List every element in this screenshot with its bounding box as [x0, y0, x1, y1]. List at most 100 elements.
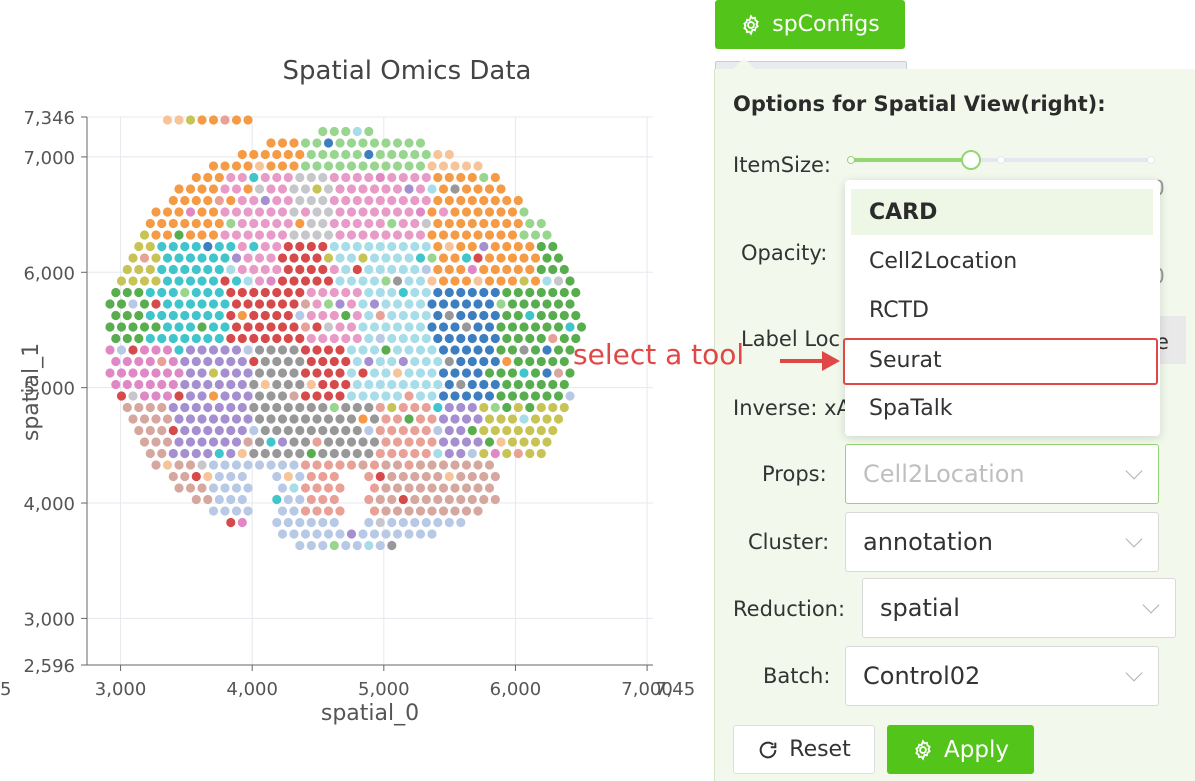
reduction-select[interactable]: spatial [862, 578, 1176, 638]
spot-point [277, 230, 288, 240]
spot-point [421, 471, 431, 482]
spot-point [490, 379, 500, 390]
spot-point [254, 345, 265, 355]
spot-point [404, 230, 414, 240]
spot-point [329, 448, 339, 459]
spot-point [226, 241, 236, 252]
spot-point [387, 264, 397, 275]
spot-point [438, 368, 449, 378]
slider-stop [1147, 156, 1155, 164]
spot-point [231, 368, 242, 378]
spot-point [323, 368, 334, 378]
spot-point [283, 149, 293, 160]
dropdown-item-spatalk[interactable]: SpaTalk [869, 395, 953, 421]
spot-point [277, 184, 288, 194]
spot-point [542, 322, 552, 332]
spot-point [369, 253, 380, 263]
spot-point [191, 310, 201, 321]
spot-point [398, 310, 408, 321]
spot-point [381, 391, 391, 401]
spot-point [548, 379, 558, 390]
spot-point [157, 287, 167, 298]
spot-point [243, 299, 253, 309]
label-location-control[interactable] [1160, 316, 1186, 364]
spot-point [369, 207, 380, 217]
spot-point [254, 253, 265, 263]
spot-point [398, 264, 408, 275]
spot-point [381, 322, 391, 332]
spot-point [249, 402, 259, 413]
spot-point [392, 253, 403, 263]
batch-select[interactable]: Control02 [845, 646, 1159, 706]
spot-point [490, 448, 500, 459]
spot-point [421, 448, 431, 459]
spot-point [525, 287, 535, 298]
spot-point [479, 356, 489, 367]
dropdown-item-rctd[interactable]: RCTD [869, 297, 929, 323]
spot-point [226, 425, 236, 436]
spot-point [306, 471, 316, 482]
spot-point [427, 529, 437, 539]
spot-point [352, 356, 362, 367]
spot-point [553, 391, 564, 401]
spot-point [191, 172, 201, 183]
dropdown-item-cell2location[interactable]: Cell2Location [869, 248, 1018, 274]
spot-point [260, 218, 270, 229]
dropdown-item-seurat[interactable]: Seurat [869, 347, 942, 373]
cluster-select[interactable]: annotation [845, 512, 1159, 572]
spot-point [289, 276, 299, 286]
spot-point [427, 253, 437, 263]
spot-point [335, 483, 345, 493]
spot-point [364, 126, 374, 137]
spot-point [318, 218, 328, 229]
spot-point [208, 161, 219, 171]
apply-button[interactable]: Apply [887, 725, 1034, 774]
spot-point [415, 391, 426, 401]
spot-point [387, 379, 397, 390]
spot-point [536, 448, 546, 459]
spot-point [335, 345, 345, 355]
spot-point [323, 230, 334, 240]
spot-point [335, 460, 345, 470]
item-size-slider-handle[interactable] [961, 150, 981, 170]
spot-point [312, 276, 322, 286]
spot-point [404, 276, 414, 286]
spconfigs-button[interactable]: spConfigs [715, 0, 905, 49]
spot-point [185, 368, 196, 378]
spot-point [375, 218, 385, 229]
spot-point [283, 356, 293, 367]
spot-point [151, 460, 161, 470]
spot-point [289, 368, 299, 378]
props-select[interactable]: Cell2Location [845, 444, 1159, 504]
spot-point [473, 483, 483, 493]
spot-point [364, 448, 374, 459]
spot-point [456, 471, 466, 482]
spot-point [162, 230, 173, 240]
dropdown-item-card[interactable]: CARD [851, 189, 1153, 235]
spot-point [329, 333, 339, 344]
reset-button[interactable]: Reset [733, 725, 875, 774]
spot-point [473, 276, 483, 286]
spot-point [548, 264, 558, 275]
spot-point [364, 195, 374, 206]
spot-point [162, 368, 173, 378]
spot-point [502, 218, 512, 229]
spot-point [162, 299, 173, 309]
spot-point [461, 184, 472, 194]
spot-point [433, 218, 443, 229]
spot-point [151, 230, 161, 240]
spot-point [231, 161, 242, 171]
spot-point [358, 391, 368, 401]
x-tick-label: 5,000 [358, 679, 410, 700]
spot-point [467, 333, 477, 344]
spot-point [479, 195, 489, 206]
spot-point [168, 310, 178, 321]
spot-point [197, 299, 207, 309]
spot-point [203, 241, 213, 252]
spot-point [536, 333, 546, 344]
spot-point [444, 241, 454, 252]
spot-point [479, 241, 489, 252]
spot-point [530, 253, 541, 263]
spot-point [318, 172, 328, 183]
spot-point [185, 207, 196, 217]
